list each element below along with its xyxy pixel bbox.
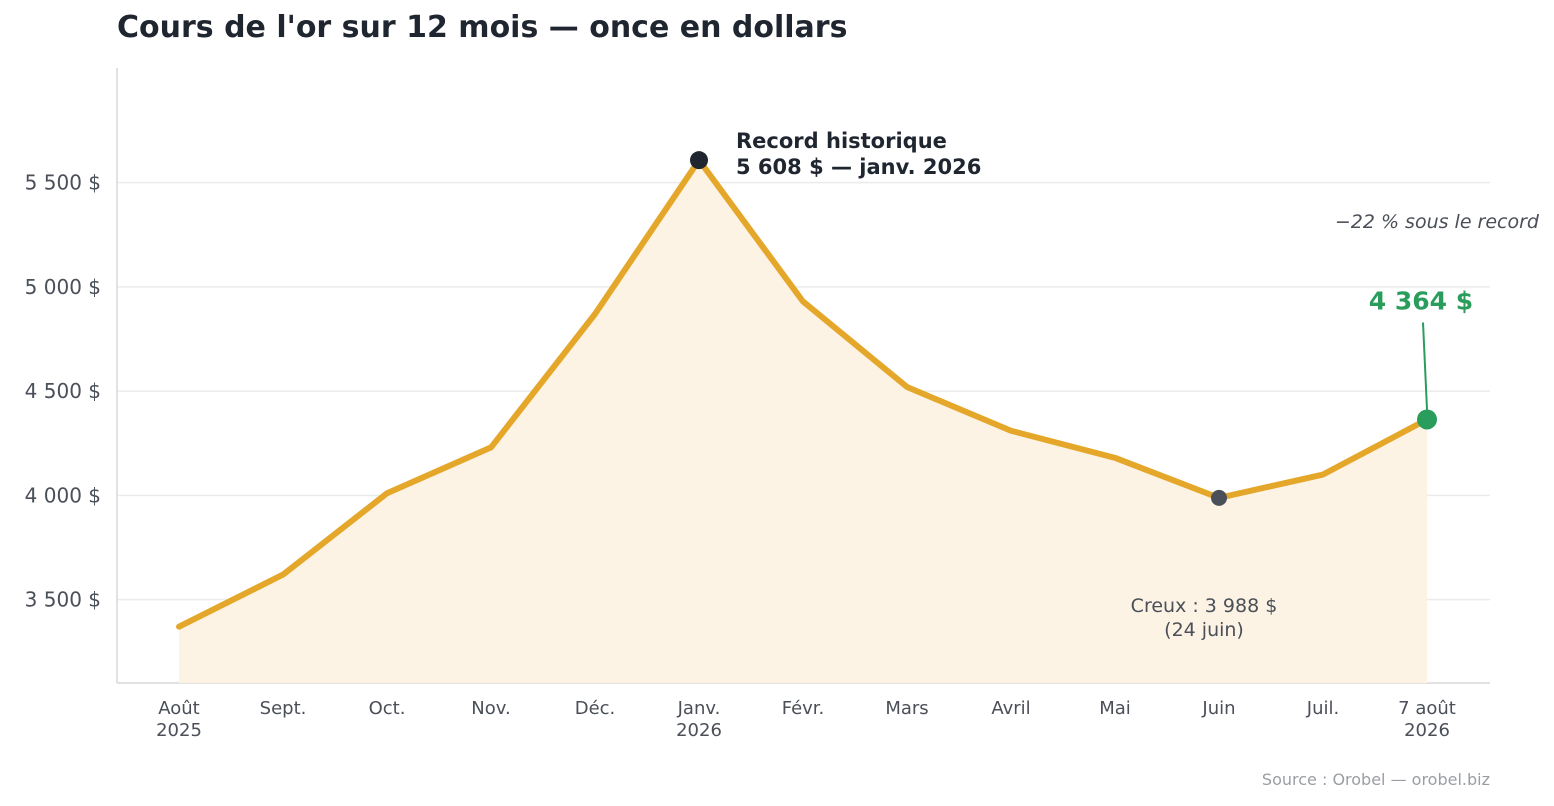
y-tick-label: 5 000 $: [25, 275, 101, 299]
y-tick-label: 4 500 $: [25, 379, 101, 403]
area-fill: [179, 160, 1427, 684]
chart-title: Cours de l'or sur 12 mois — once en doll…: [117, 10, 848, 45]
x-tick-label: 2026: [1404, 720, 1450, 741]
y-tick-label: 5 500 $: [25, 171, 101, 195]
x-tick-label: Août: [158, 698, 199, 719]
x-tick-label: Mai: [1099, 698, 1131, 719]
last-marker: [1417, 409, 1437, 430]
x-tick-label: Juin: [1201, 698, 1235, 719]
x-tick-label: 2026: [676, 720, 722, 741]
x-tick-label: 2025: [156, 720, 202, 741]
low-label-date: (24 juin): [1164, 619, 1244, 641]
price-area: [179, 160, 1427, 684]
x-tick-label: Sept.: [260, 698, 307, 719]
low-marker: [1211, 489, 1227, 506]
record-marker: [690, 151, 708, 170]
x-tick-label: 7 août: [1398, 698, 1456, 719]
y-tick-label: 3 500 $: [25, 588, 101, 612]
x-tick-label: Janv.: [677, 698, 721, 719]
last-value-note: −22 % sous le record: [1335, 211, 1540, 233]
x-tick-label: Juil.: [1306, 698, 1339, 719]
x-tick-label: Mars: [885, 698, 928, 719]
low-label-value: Creux : 3 988 $: [1131, 595, 1278, 617]
last-value-connector: [1422, 322, 1428, 410]
source-note: Source : Orobel — orobel.biz: [1261, 770, 1490, 789]
record-label-title: Record historique: [736, 129, 947, 153]
x-tick-label: Nov.: [471, 698, 510, 719]
x-tick-label: Févr.: [782, 698, 825, 719]
x-tick-label: Oct.: [369, 698, 406, 719]
data-markers: [690, 151, 1437, 506]
y-tick-label: 4 000 $: [25, 483, 101, 507]
y-tick-labels: 3 500 $ 4 000 $ 4 500 $ 5 000 $ 5 500 $: [25, 171, 101, 612]
x-tick-label: Avril: [991, 698, 1030, 719]
last-value-label: 4 364 $: [1369, 286, 1473, 315]
x-tick-label: Déc.: [575, 698, 616, 719]
record-label-value: 5 608 $ — janv. 2026: [736, 155, 981, 179]
